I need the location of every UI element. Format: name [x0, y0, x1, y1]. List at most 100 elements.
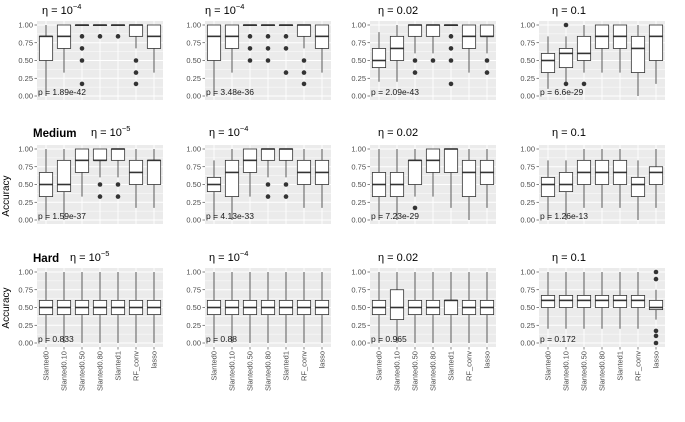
x-tick-label-lasso: lasso — [150, 351, 159, 369]
eta-exponent: −5 — [101, 249, 110, 258]
outlier-point — [97, 182, 103, 187]
y-tick-label: 0.50 — [351, 56, 366, 65]
outlier-point — [448, 34, 454, 39]
panel-0-3: 0.00 0.25 0.50 0.75 1.00 p = 6.6e-29 η = 0.1 — [520, 5, 665, 101]
box-rect — [648, 166, 664, 185]
outlier-point — [448, 81, 454, 87]
y-tick-label: 0.50 — [186, 303, 201, 312]
box-Slanted0.10 — [224, 149, 240, 220]
box-rect — [576, 35, 592, 61]
outlier-point — [283, 182, 289, 187]
box-lasso — [648, 24, 664, 84]
panel-2-2: 0.00 0.25 0.50 0.75 1.00 p = 0.965 η = 0.02 Sla… — [351, 252, 496, 391]
outlier-point — [653, 328, 659, 334]
box-rect — [206, 24, 222, 61]
box-Slanted0.80 — [92, 24, 108, 39]
outlier-point — [247, 58, 253, 63]
y-tick-label: 0.25 — [351, 198, 366, 207]
outlier-point — [653, 269, 659, 275]
box-Slanted0.10 — [56, 149, 72, 220]
box-rect — [443, 148, 459, 173]
box-Slanted0.10 — [389, 272, 405, 343]
outlier-point — [412, 70, 418, 75]
outlier-point — [581, 81, 587, 87]
x-tick-label-Slanted0: Slanted0 — [375, 351, 384, 381]
y-tick-label: 0.25 — [520, 74, 535, 83]
outlier-point — [265, 58, 271, 63]
x-tick-label-RF_conv: RF_conv — [300, 351, 309, 381]
box-rect — [407, 159, 423, 185]
outlier-point — [79, 34, 85, 39]
box-Slanted0.80 — [425, 148, 441, 197]
box-Slanted0 — [540, 160, 556, 220]
box-rect — [612, 295, 628, 308]
p-value-label: p = 3.48e-36 — [206, 87, 254, 97]
box-Slanted0.10 — [558, 272, 574, 329]
box-rect — [92, 148, 108, 161]
box-Slanted0.50 — [74, 148, 90, 197]
outlier-point — [115, 34, 121, 39]
box-Slanted0.10 — [389, 149, 405, 220]
y-tick-label: 0.50 — [520, 56, 535, 65]
box-lasso — [314, 24, 330, 73]
box-Slanted0 — [38, 272, 54, 343]
panel-0-0: 0.00 0.25 0.50 0.75 1.00 p = 1.89e-42 η = 10−4 — [18, 2, 163, 101]
outlier-point — [301, 58, 307, 63]
y-tick-label: 0.75 — [520, 162, 535, 171]
box-Slanted0.10 — [56, 24, 72, 73]
y-tick-label: 0.75 — [186, 38, 201, 47]
y-tick-label: 0.00 — [186, 216, 201, 225]
x-tick-label-Slanted1: Slanted1 — [447, 351, 456, 381]
box-rect — [278, 148, 294, 161]
box-Slanted0 — [540, 272, 556, 329]
outlier-point — [412, 58, 418, 63]
box-Slanted0.80 — [260, 24, 276, 63]
outlier-point — [115, 194, 121, 199]
y-tick-label: 0.25 — [186, 321, 201, 330]
box-rect — [461, 159, 477, 197]
y-tick-label: 0.75 — [18, 38, 33, 47]
box-Slanted0.10 — [56, 272, 72, 343]
outlier-point — [133, 58, 139, 63]
box-lasso — [479, 272, 495, 343]
box-Slanted0.50 — [74, 24, 90, 87]
x-tick-label-Slanted0.10: Slanted0.10 — [393, 351, 402, 391]
box-rect — [479, 24, 495, 37]
y-tick-label: 0.00 — [351, 339, 366, 348]
box-Slanted1 — [612, 149, 628, 208]
box-Slanted1 — [612, 24, 628, 73]
y-tick-label: 0.25 — [351, 321, 366, 330]
y-tick-label: 1.00 — [186, 268, 201, 277]
box-Slanted1 — [443, 24, 459, 87]
box-lasso — [146, 24, 162, 73]
y-tick-label: 0.00 — [18, 216, 33, 225]
y-tick-label: 1.00 — [351, 21, 366, 30]
y-tick-label: 0.25 — [186, 198, 201, 207]
p-value-label: p = 0.172 — [540, 334, 576, 344]
box-RF_conv — [461, 272, 477, 343]
box-Slanted0.50 — [407, 149, 423, 211]
outlier-point — [301, 70, 307, 75]
x-tick-label-Slanted0.80: Slanted0.80 — [264, 351, 273, 391]
y-tick-label: 0.75 — [186, 162, 201, 171]
eta-exponent: −4 — [240, 124, 249, 133]
outlier-point — [79, 58, 85, 63]
y-tick-label: 0.00 — [18, 92, 33, 101]
box-RF_conv — [296, 149, 312, 208]
panel-2-3: 0.00 0.25 0.50 0.75 1.00 p = 0.172 η = 0.1 Slan… — [520, 252, 665, 391]
box-Slanted0 — [371, 272, 387, 343]
box-rect — [630, 295, 646, 308]
box-Slanted0 — [206, 24, 222, 96]
box-Slanted0.50 — [74, 272, 90, 343]
box-lasso — [314, 149, 330, 208]
outlier-point — [79, 81, 85, 87]
outlier-point — [412, 205, 418, 211]
outlier-point — [265, 34, 271, 39]
x-tick-label-RF_conv: RF_conv — [634, 351, 643, 381]
eta-exponent: −4 — [236, 2, 245, 11]
box-RF_conv — [296, 24, 312, 87]
outlier-point — [97, 34, 103, 39]
box-Slanted0.80 — [92, 148, 108, 199]
y-tick-label: 0.75 — [351, 38, 366, 47]
box-RF_conv — [128, 24, 144, 87]
